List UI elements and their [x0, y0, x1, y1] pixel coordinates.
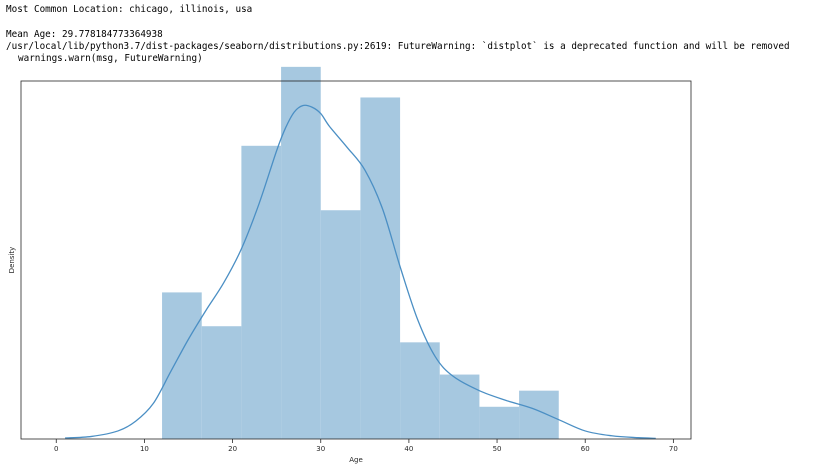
histogram-bar-4 [281, 66, 321, 440]
histogram-bar-3 [241, 145, 282, 440]
x-tick-label: 40 [404, 445, 413, 453]
x-tick-label: 30 [316, 445, 325, 453]
x-tick-label: 60 [581, 445, 590, 453]
histogram-bar-8 [439, 374, 480, 439]
x-tick-label: 0 [54, 445, 58, 453]
histogram-bar-1 [162, 292, 202, 439]
histogram-bars [162, 66, 559, 440]
x-tick-label: 70 [669, 445, 678, 453]
x-axis-label: Age [349, 456, 363, 464]
output-warning-line: /usr/local/lib/python3.7/dist-packages/s… [6, 41, 790, 52]
histogram-bar-10 [519, 390, 559, 439]
y-axis-label: Density [8, 247, 16, 274]
output-mean-age-line: Mean Age: 29.778184773364938 [6, 29, 163, 40]
x-tick-label: 20 [228, 445, 237, 453]
histogram-bar-9 [479, 406, 520, 439]
histogram-bar-6 [360, 97, 401, 439]
output-location-line: Most Common Location: chicago, illinois,… [6, 4, 253, 15]
x-tick-label: 10 [140, 445, 149, 453]
x-tick-label: 50 [493, 445, 502, 453]
output-warn-call-line: warnings.warn(msg, FutureWarning) [18, 53, 203, 64]
histogram-bar-2 [201, 326, 242, 439]
x-axis-ticks: 0 10 20 30 40 50 60 70 [54, 439, 678, 453]
axes-frame [20, 80, 692, 440]
histogram-bar-5 [320, 210, 361, 439]
kde-curve [65, 104, 656, 440]
histogram-bar-7 [400, 342, 440, 439]
